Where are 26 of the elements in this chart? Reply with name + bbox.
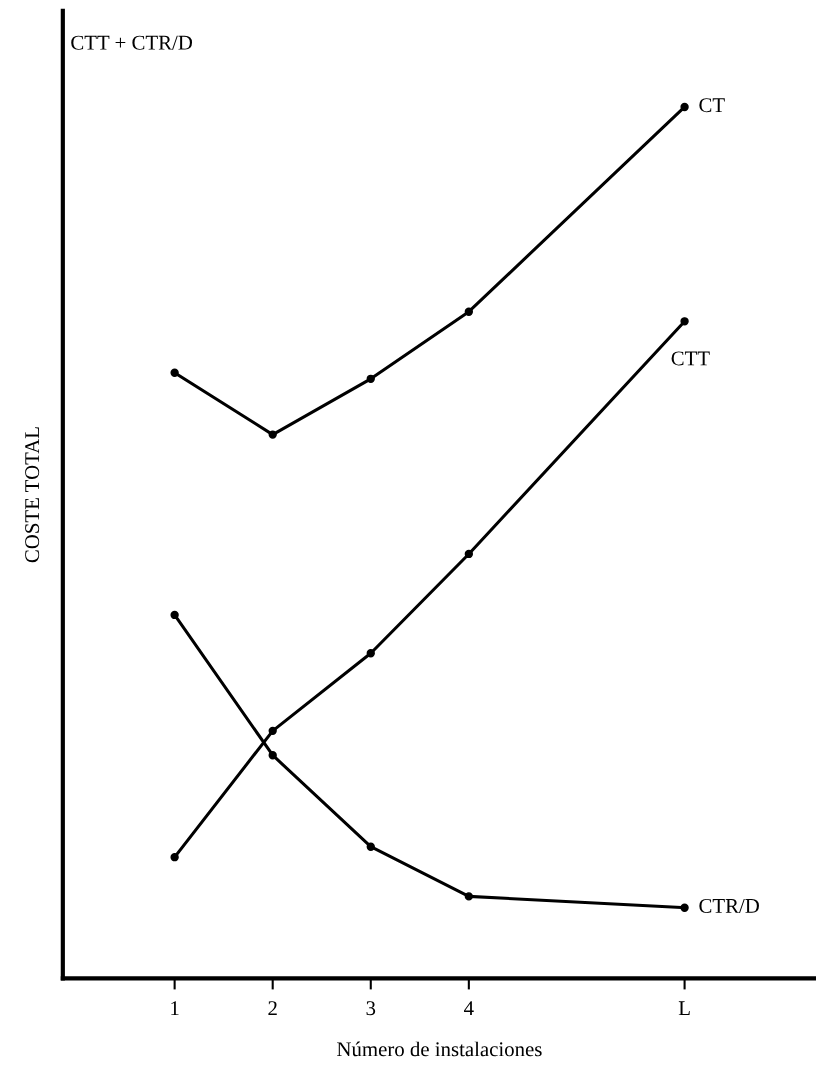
point xyxy=(464,307,474,316)
point xyxy=(464,549,474,559)
point xyxy=(268,726,277,736)
point xyxy=(366,374,375,383)
x-tick-label: L xyxy=(678,1001,690,1015)
point xyxy=(268,430,277,439)
point xyxy=(366,842,375,851)
x-axis-title: Número de instalaciones xyxy=(337,1041,542,1057)
x-tick-label: 4 xyxy=(464,1001,474,1015)
text: CTT + CTR/D xyxy=(71,35,193,50)
point xyxy=(170,610,179,620)
series-label: CTR/D xyxy=(699,898,759,913)
point xyxy=(170,368,179,377)
series-label: CT xyxy=(699,98,725,113)
y-axis-title: COSTE TOTAL xyxy=(25,427,40,563)
series-label: CTT xyxy=(671,351,710,366)
point xyxy=(366,649,375,658)
point xyxy=(170,853,179,862)
point xyxy=(268,751,277,760)
x-tick-label: 2 xyxy=(268,1001,277,1015)
point xyxy=(680,102,689,112)
point xyxy=(464,892,474,901)
x-tick-label: 1 xyxy=(171,1001,179,1015)
x-tick-label: 3 xyxy=(366,1001,376,1016)
point xyxy=(680,903,689,912)
point xyxy=(680,317,689,326)
